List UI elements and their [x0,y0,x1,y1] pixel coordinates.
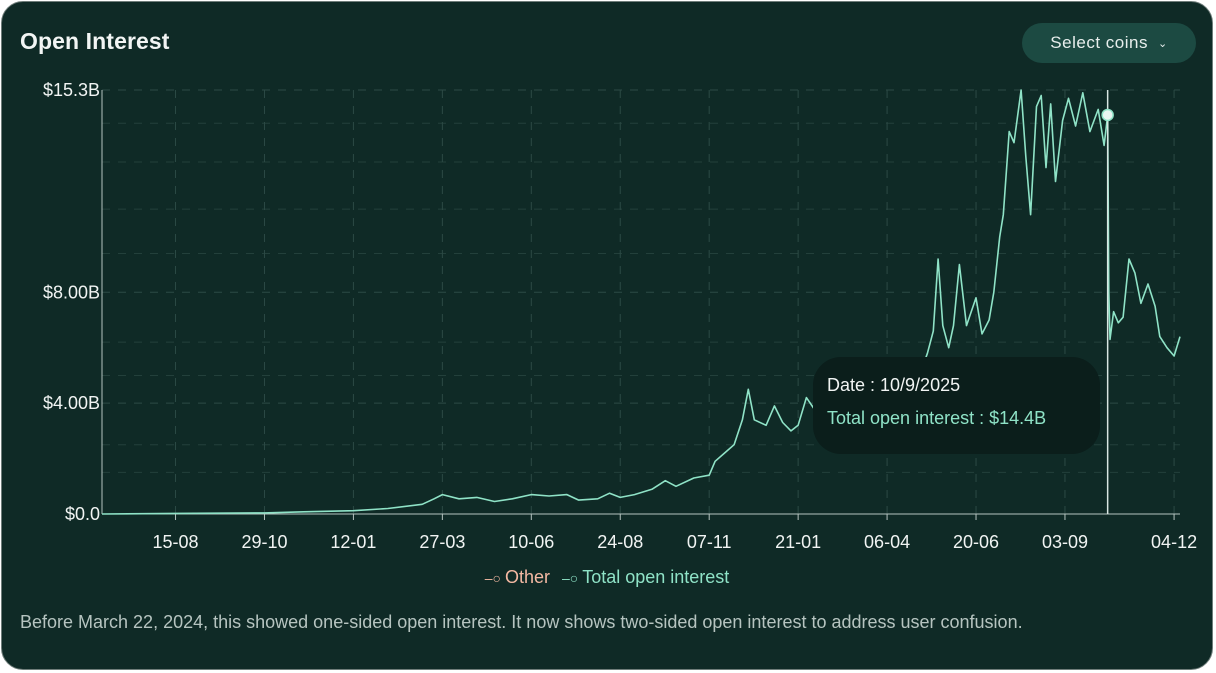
x-tick-label: 27-03 [419,532,465,552]
x-tick-label: 15-08 [153,532,199,552]
legend-label-other: Other [504,567,550,587]
x-tick-label: 06-04 [864,532,910,552]
x-tick-label: 03-09 [1042,532,1088,552]
y-tick-label: $0.0 [65,504,100,524]
legend-marker-icon: –○ [561,569,579,586]
y-tick-label: $4.00B [43,393,100,413]
select-coins-button[interactable]: Select coins ⌄ [1022,23,1196,63]
x-tick-label: 29-10 [241,532,287,552]
chart-tooltip: Date : 10/9/2025 Total open interest : $… [813,357,1100,454]
series-line-total-open-interest [101,89,1181,515]
chart-legend: –○ Other –○ Total open interest [2,567,1212,588]
y-tick-label: $15.3B [43,80,100,100]
x-tick-label: 20-06 [953,532,999,552]
footnote-text: Before March 22, 2024, this showed one-s… [20,612,1023,632]
chevron-down-icon: ⌄ [1157,37,1168,50]
x-tick-label: 04-12 [1151,532,1197,552]
x-tick-label: 21-01 [775,532,821,552]
page-title: Open Interest [20,28,170,54]
x-tick-label: 07-11 [687,532,732,552]
select-coins-label: Select coins [1050,33,1148,52]
legend-item-other[interactable]: –○ Other [485,567,550,588]
legend-marker-icon: –○ [484,569,501,586]
hover-point [1101,108,1114,122]
legend-item-total-open-interest[interactable]: –○ Total open interest [562,567,729,588]
legend-label-total-open-interest: Total open interest [582,567,730,587]
tooltip-value: Total open interest : $14.4B [827,408,1047,428]
tooltip-date: Date : 10/9/2025 [827,375,961,395]
x-tick-label: 24-08 [597,532,643,552]
x-tick-label: 10-06 [508,532,554,552]
x-tick-label: 12-01 [330,532,376,552]
y-tick-label: $8.00B [43,282,100,302]
